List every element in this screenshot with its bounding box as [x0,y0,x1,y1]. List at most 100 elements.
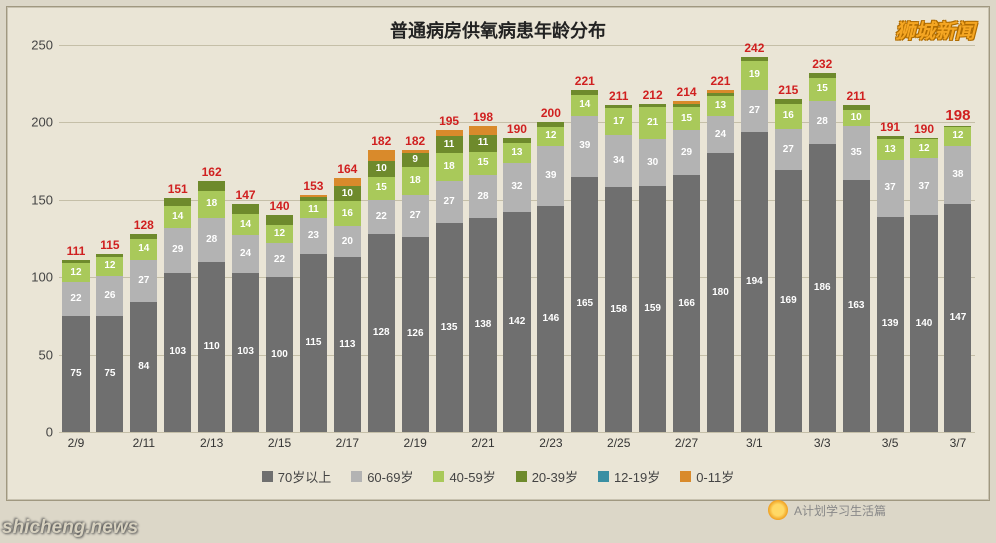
bar-segment-age60: 37 [910,158,937,215]
bar-stack: 1152311 [300,195,327,432]
bar-total-label: 214 [677,85,697,99]
bar-segment-age70: 158 [605,187,632,432]
bar-segment-age20 [537,122,564,127]
bar-total-label: 200 [541,106,561,120]
bar-segment-age60: 28 [198,218,225,261]
bar-segment-age20 [571,90,598,95]
bar-slot: 1802413221 [704,45,738,432]
segment-value: 180 [712,288,729,298]
segment-value: 27 [783,145,794,155]
segment-value: 24 [240,249,251,259]
bar-segment-age40: 14 [571,95,598,117]
bar-segment-age40: 18 [402,167,429,195]
bar-stack: 103 24 14 [232,204,259,432]
segment-value: 12 [70,268,81,278]
bar-segment-age40: 15 [368,177,395,200]
bar-segment-age70: 139 [877,217,904,432]
x-tick-label [432,436,466,456]
segment-value: 100 [271,350,288,360]
bar-stack: 1463912 [537,122,564,432]
segment-value: 84 [138,362,149,372]
segment-value: 32 [511,182,522,192]
segment-value: 138 [475,320,492,330]
segment-value: 29 [681,148,692,158]
segment-value: 13 [511,148,522,158]
bar-segment-age40: 14 [232,214,259,236]
segment-value: 30 [647,158,658,168]
x-tick-label: 2/11 [127,436,161,456]
bar-total-label: 211 [609,89,628,103]
bar-segment-age70: 128 [368,234,395,432]
bar-segment-age60: 23 [300,218,327,254]
segment-value: 165 [576,299,593,309]
bar-segment-age40: 13 [503,143,530,163]
bar-segment-age60: 22 [368,200,395,234]
bar-slot: 1583417211 [602,45,636,432]
segment-value: 12 [104,261,115,271]
x-tick-label: 2/15 [263,436,297,456]
grid-line [59,432,975,433]
bar-segment-age60: 22 [62,282,89,316]
bar-slot: 842714128 [127,45,161,432]
bar-segment-age70: 110 [198,262,225,432]
bar-segment-age40: 12 [537,127,564,146]
bar-slot: 1662915214 [670,45,704,432]
bar-segment-age70: 100 [266,277,293,432]
legend-item: 0-11岁 [680,467,734,486]
bar-total-label: 147 [236,188,256,202]
segment-value: 159 [644,304,661,314]
bar-segment-age40: 14 [164,206,191,228]
bar-segment-age40: 10 [843,110,870,125]
bar-segment-age40: 14 [130,239,157,261]
segment-value: 135 [441,323,458,333]
bar-slot: 1942719242 [737,45,771,432]
bar-segment-age20 [266,215,293,224]
legend-swatch [516,471,527,482]
bar-segment-age20 [639,104,666,107]
bar-segment-age60: 37 [877,160,904,217]
bar-segment-age60: 24 [232,235,259,272]
x-tick-label: 3/7 [941,436,975,456]
bar-segment-age20 [198,181,225,190]
legend-swatch [598,471,609,482]
segment-value: 14 [579,100,590,110]
segment-value: 22 [274,255,285,265]
bar-stack: 1692716 [775,99,802,432]
x-tick-label: 2/25 [602,436,636,456]
bar-segment-age40: 18 [436,153,463,181]
bar-segment-age40: 21 [639,107,666,140]
bar-segment-age70: 75 [96,316,123,432]
bar-segment-age70: 103 [232,273,259,432]
bar-total-label: 140 [269,199,289,213]
watermark-top-right: 狮城新闻 [895,15,975,44]
segment-value: 166 [678,299,695,309]
y-tick-label: 200 [19,115,53,130]
segment-value: 37 [918,182,929,192]
bar-total-label: 190 [507,122,527,136]
bar-stack: 1032914 [164,198,191,432]
segment-value: 19 [749,70,760,80]
bar-stack: 1942719 [741,57,768,432]
bar-stack: 113201610 [334,178,361,432]
legend-swatch [680,471,691,482]
bar-total-label: 182 [371,134,391,148]
x-tick-label [771,436,805,456]
x-tick-label [500,436,534,456]
bar-stack: 842714 [130,234,157,432]
bar-segment-age40: 12 [266,225,293,244]
legend-item: 12-19岁 [598,467,660,486]
bar-segment-age0 [436,130,463,136]
bar-segment-age0 [707,90,734,93]
bar-segment-age20 [62,260,89,263]
bar-segment-age70: 140 [910,215,937,432]
y-tick-label: 150 [19,192,53,207]
bar-slot: 1423213190 [500,45,534,432]
segment-value: 29 [172,245,183,255]
bar-segment-age40: 15 [809,78,836,101]
bar-total-label: 212 [643,88,663,102]
bar-segment-age20: 11 [469,135,496,152]
segment-value: 27 [410,211,421,221]
legend-label: 20-39岁 [532,467,578,486]
segment-value: 18 [444,162,455,172]
bar-segment-age20 [741,57,768,60]
